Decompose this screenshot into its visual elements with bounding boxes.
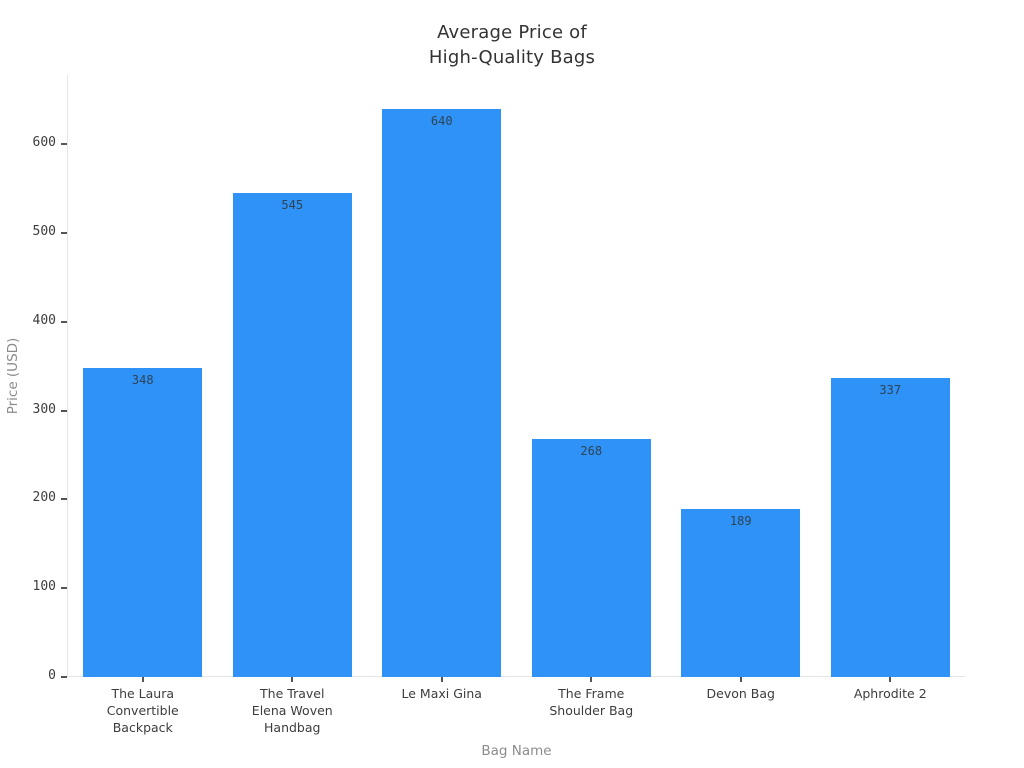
y-tick-mark <box>61 409 67 412</box>
bar-value-label: 640 <box>430 113 453 128</box>
x-axis-title: Bag Name <box>481 743 552 759</box>
bar-value-label: 268 <box>580 444 603 459</box>
x-tick-mark <box>889 677 892 682</box>
x-axis-line <box>67 676 965 677</box>
y-tick-label: 200 <box>32 490 56 506</box>
chart-title: Average Price of High-Quality Bags <box>428 22 596 68</box>
bar-value-label: 189 <box>729 514 752 529</box>
bar <box>681 509 801 677</box>
y-axis-line <box>67 75 68 677</box>
x-tick-label: Aphrodite 2 <box>853 686 927 701</box>
x-tick-mark <box>590 677 593 682</box>
y-tick-mark <box>61 676 67 678</box>
y-tick-mark <box>61 232 67 235</box>
x-tick-label: The Travel Elena Woven Handbag <box>251 686 333 735</box>
y-tick-label: 400 <box>32 312 56 328</box>
bar-value-label: 545 <box>281 198 304 213</box>
y-tick-label: 300 <box>32 401 56 417</box>
x-tick-label: Le Maxi Gina <box>401 686 482 701</box>
bar-value-label: 348 <box>131 373 154 387</box>
y-tick-label: 600 <box>32 135 56 151</box>
x-tick-label: The Laura Convertible Backpack <box>106 686 179 735</box>
plot-area: 0 100 200 300 400 500 600 348 The Laura Converti… <box>33 75 965 735</box>
y-tick-label: 500 <box>32 224 56 240</box>
y-tick-mark <box>61 320 67 323</box>
x-tick-mark <box>141 677 144 682</box>
y-tick-label: 0 <box>48 668 56 683</box>
x-tick-label: The Frame Shoulder Bag <box>549 686 634 718</box>
bar <box>83 368 203 677</box>
bar <box>830 377 950 677</box>
bar <box>232 193 352 677</box>
bar <box>531 439 651 677</box>
x-tick-mark <box>440 677 443 682</box>
y-tick-label: 100 <box>32 579 56 595</box>
y-tick-mark <box>61 143 67 146</box>
x-tick-mark <box>291 677 294 682</box>
y-tick-mark <box>61 587 67 590</box>
bar <box>382 108 502 677</box>
bar-value-label: 337 <box>879 382 902 397</box>
x-tick-label: Devon Bag <box>706 686 775 701</box>
y-tick-mark <box>61 498 67 501</box>
x-tick-mark <box>739 677 742 682</box>
